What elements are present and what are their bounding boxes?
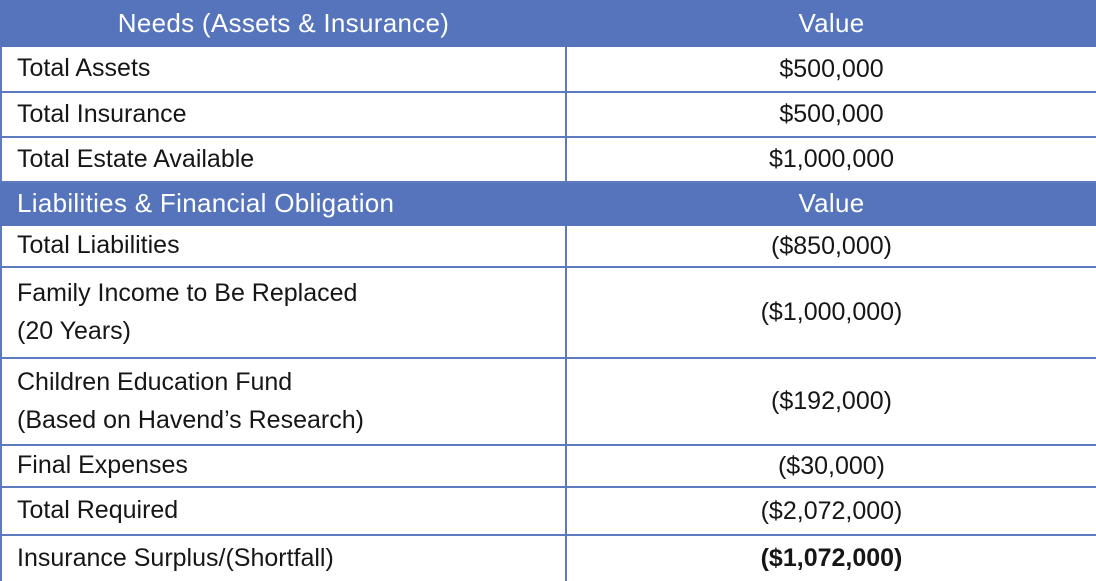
row-value-family-income: ($1,000,000)	[565, 266, 1096, 359]
row-value-final-expenses: ($30,000)	[565, 444, 1096, 488]
row-label-insurance-surplus-shortfall: Insurance Surplus/(Shortfall)	[0, 534, 567, 581]
section-title-liabilities: Liabilities & Financial Obligation	[0, 181, 567, 226]
row-label-total-estate-available: Total Estate Available	[0, 136, 567, 183]
section-header-row: Needs (Assets & Insurance) Value	[0, 0, 1096, 47]
row-label-total-liabilities: Total Liabilities	[0, 224, 567, 268]
value-column-header: Value	[565, 0, 1096, 47]
row-label-total-assets: Total Assets	[0, 45, 567, 93]
row-value-total-insurance: $500,000	[565, 91, 1096, 138]
row-label-total-required: Total Required	[0, 486, 567, 536]
table-row: Final Expenses ($30,000)	[0, 444, 1096, 488]
row-label-children-education-fund: Children Education Fund (Based on Havend…	[0, 357, 567, 446]
row-value-insurance-surplus-shortfall: ($1,072,000)	[565, 534, 1096, 581]
value-column-header: Value	[565, 181, 1096, 226]
table-row: Total Required ($2,072,000)	[0, 486, 1096, 536]
row-value-total-estate-available: $1,000,000	[565, 136, 1096, 183]
table-row: Total Estate Available $1,000,000	[0, 136, 1096, 183]
table-row: Total Assets $500,000	[0, 45, 1096, 93]
row-value-total-required: ($2,072,000)	[565, 486, 1096, 536]
row-value-total-assets: $500,000	[565, 45, 1096, 93]
row-label-total-insurance: Total Insurance	[0, 91, 567, 138]
section-header-row: Liabilities & Financial Obligation Value	[0, 181, 1096, 226]
row-label-family-income: Family Income to Be Replaced (20 Years)	[0, 266, 567, 359]
table-row: Children Education Fund (Based on Havend…	[0, 357, 1096, 446]
row-value-children-education-fund: ($192,000)	[565, 357, 1096, 446]
table-row: Total Insurance $500,000	[0, 91, 1096, 138]
table-row: Total Liabilities ($850,000)	[0, 224, 1096, 268]
table-row: Family Income to Be Replaced (20 Years) …	[0, 266, 1096, 359]
row-value-total-liabilities: ($850,000)	[565, 224, 1096, 268]
row-label-final-expenses: Final Expenses	[0, 444, 567, 488]
section-title-needs: Needs (Assets & Insurance)	[0, 0, 567, 47]
table-row: Insurance Surplus/(Shortfall) ($1,072,00…	[0, 534, 1096, 581]
